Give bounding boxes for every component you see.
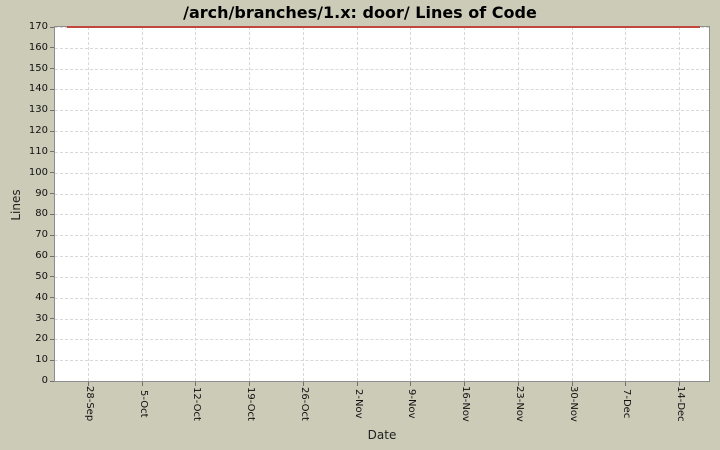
x-tick-label: 16-Nov [460,386,471,422]
y-gridline [55,89,709,90]
y-tick-mark [50,297,54,298]
y-tick-mark [50,151,54,152]
y-gridline [55,173,709,174]
y-gridline [55,256,709,257]
y-tick-mark [50,27,54,28]
x-gridline [88,27,89,381]
x-gridline [142,27,143,381]
y-tick-mark [50,276,54,277]
y-tick-label: 50 [35,271,48,282]
y-tick-label: 110 [28,146,48,157]
y-gridline [55,131,709,132]
y-tick-label: 100 [28,167,48,178]
y-tick-label: 170 [28,21,48,32]
x-gridline [572,27,573,381]
y-tick-mark [50,172,54,173]
x-tick-mark [195,382,196,386]
y-tick-mark [50,360,54,361]
y-gridline [55,319,709,320]
x-tick-label: 7-Dec [621,389,632,419]
y-gridline [55,110,709,111]
y-tick-mark [50,214,54,215]
x-tick-label: 19-Oct [245,387,256,421]
y-gridline [55,152,709,153]
y-axis-title: Lines [9,189,23,221]
x-gridline [357,27,358,381]
x-tick-label: 9-Nov [406,389,417,419]
plot-area [54,26,710,382]
x-tick-label: 26-Oct [299,387,310,421]
y-tick-mark [50,110,54,111]
x-gridline [464,27,465,381]
y-gridline [55,194,709,195]
y-tick-mark [50,193,54,194]
y-tick-label: 30 [35,313,48,324]
x-gridline [679,27,680,381]
x-tick-mark [357,382,358,386]
x-tick-mark [625,382,626,386]
x-gridline [195,27,196,381]
y-gridline [55,298,709,299]
x-tick-mark [572,382,573,386]
y-tick-label: 80 [35,208,48,219]
x-axis-title: Date [367,428,397,442]
x-tick-mark [464,382,465,386]
y-tick-mark [50,318,54,319]
y-tick-mark [50,68,54,69]
y-tick-mark [50,256,54,257]
x-gridline [410,27,411,381]
y-gridline [55,339,709,340]
y-tick-mark [50,235,54,236]
y-tick-mark [50,89,54,90]
y-tick-label: 20 [35,333,48,344]
x-gridline [625,27,626,381]
x-tick-label: 14-Dec [675,386,686,422]
x-tick-mark [679,382,680,386]
x-tick-mark [303,382,304,386]
y-tick-mark [50,47,54,48]
y-tick-label: 90 [35,188,48,199]
x-tick-label: 12-Oct [191,387,202,421]
y-tick-label: 150 [28,63,48,74]
x-tick-mark [518,382,519,386]
y-gridline [55,69,709,70]
y-tick-mark [50,131,54,132]
y-tick-label: 0 [41,375,48,386]
y-gridline [55,214,709,215]
y-gridline [55,360,709,361]
y-gridline [55,48,709,49]
y-tick-mark [50,339,54,340]
x-gridline [518,27,519,381]
y-tick-label: 120 [28,125,48,136]
y-tick-label: 140 [28,83,48,94]
y-gridline [55,235,709,236]
x-tick-label: 5-Oct [138,390,149,418]
x-tick-label: 30-Nov [568,386,579,422]
x-tick-mark [249,382,250,386]
x-tick-mark [88,382,89,386]
y-tick-label: 60 [35,250,48,261]
y-gridline [55,277,709,278]
y-tick-mark [50,381,54,382]
x-gridline [249,27,250,381]
y-tick-label: 40 [35,292,48,303]
x-tick-mark [410,382,411,386]
x-tick-label: 28-Sep [84,386,95,422]
x-gridline [303,27,304,381]
y-tick-label: 160 [28,42,48,53]
x-tick-label: 23-Nov [514,386,525,422]
x-tick-label: 2-Nov [353,389,364,419]
y-tick-label: 70 [35,229,48,240]
loc-series-line [67,26,700,28]
x-tick-mark [142,382,143,386]
chart-title: /arch/branches/1.x: door/ Lines of Code [183,3,537,22]
y-tick-label: 130 [28,104,48,115]
y-tick-label: 10 [35,354,48,365]
